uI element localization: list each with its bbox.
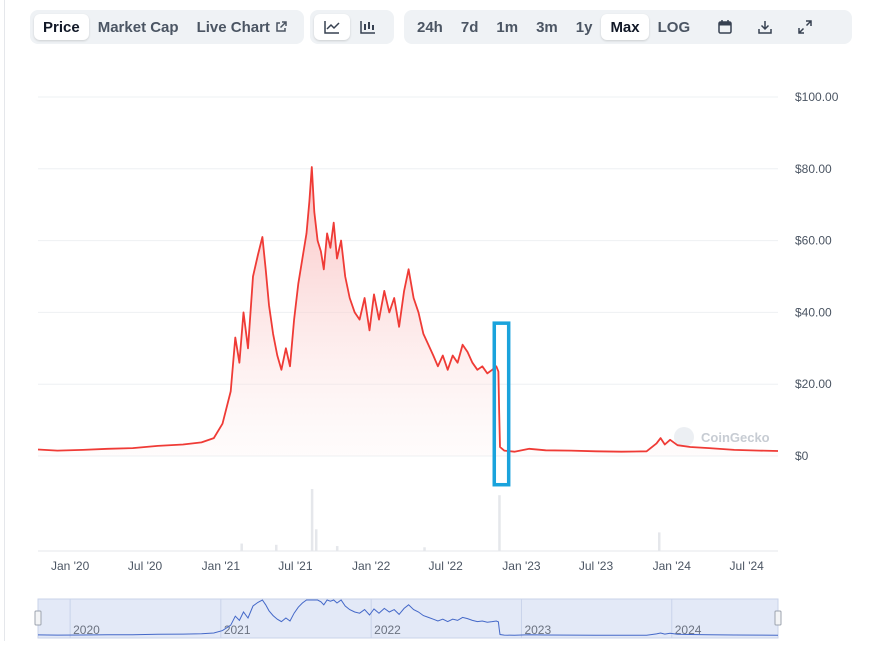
volume-bar xyxy=(310,489,314,551)
volume-bar xyxy=(314,529,318,551)
volume-bar xyxy=(423,547,426,551)
navigator-handle[interactable] xyxy=(774,610,782,626)
price-line xyxy=(37,166,779,453)
candlestick-chart-icon[interactable] xyxy=(350,14,386,40)
navigator-handle[interactable] xyxy=(34,610,42,626)
navigator-year-label: 2020 xyxy=(73,623,100,637)
volume-bar xyxy=(498,495,501,551)
range-max[interactable]: Max xyxy=(601,14,649,40)
x-tick-label: Jul '20 xyxy=(128,559,163,573)
log-scale-toggle[interactable]: LOG xyxy=(657,18,691,36)
navigator-year-label: 2024 xyxy=(675,623,702,637)
y-tick-label: $0 xyxy=(795,449,809,463)
x-tick-label: Jul '24 xyxy=(730,559,765,573)
y-tick-label: $20.00 xyxy=(795,377,832,391)
external-link-icon xyxy=(275,21,287,33)
x-tick-label: Jul '23 xyxy=(579,559,614,573)
price-area xyxy=(38,167,778,456)
chart-type-group xyxy=(310,10,394,44)
range-7d[interactable]: 7d xyxy=(460,18,479,36)
calendar-icon[interactable] xyxy=(705,14,745,40)
crash-highlight-box xyxy=(492,321,511,487)
y-tick-label: $60.00 xyxy=(795,234,832,248)
range-3m[interactable]: 3m xyxy=(536,18,558,36)
y-tick-label: $40.00 xyxy=(795,305,832,319)
volume-bar xyxy=(657,532,661,551)
coingecko-logo xyxy=(674,427,694,447)
download-icon[interactable] xyxy=(745,14,785,40)
navigator-year-label: 2022 xyxy=(374,623,401,637)
range-24h[interactable]: 24h xyxy=(417,18,443,36)
volume-bar xyxy=(335,546,339,551)
x-tick-label: Jan '24 xyxy=(653,559,692,573)
x-tick-label: Jan '23 xyxy=(502,559,541,573)
x-tick-label: Jan '20 xyxy=(51,559,90,573)
range-tab-group: 24h 7d 1m 3m 1y Max LOG xyxy=(404,10,852,44)
volume-bar xyxy=(275,544,278,551)
frame-border xyxy=(4,0,5,641)
tab-price[interactable]: Price xyxy=(34,14,89,40)
tab-live-chart-label: Live Chart xyxy=(196,18,270,36)
x-tick-label: Jul '22 xyxy=(429,559,464,573)
chart-toolbar: Price Market Cap Live Chart 24h 7d 1m 3m… xyxy=(30,10,852,44)
fullscreen-icon[interactable] xyxy=(785,14,825,40)
navigator-year-label: 2023 xyxy=(524,623,551,637)
tab-live-chart[interactable]: Live Chart xyxy=(188,14,296,40)
y-tick-label: $100.00 xyxy=(795,90,839,104)
volume-bar xyxy=(240,543,243,551)
x-tick-label: Jul '21 xyxy=(278,559,313,573)
navigator-year-label: 2021 xyxy=(224,623,251,637)
metric-tab-group: Price Market Cap Live Chart xyxy=(30,10,304,44)
navigator-line xyxy=(37,599,779,636)
range-1y[interactable]: 1y xyxy=(575,18,593,36)
line-chart-icon[interactable] xyxy=(314,14,350,40)
range-1m[interactable]: 1m xyxy=(496,18,519,36)
watermark-text: CoinGecko xyxy=(701,430,770,445)
x-tick-label: Jan '22 xyxy=(352,559,391,573)
x-tick-label: Jan '21 xyxy=(202,559,241,573)
y-tick-label: $80.00 xyxy=(795,162,832,176)
tab-market-cap[interactable]: Market Cap xyxy=(97,18,179,36)
